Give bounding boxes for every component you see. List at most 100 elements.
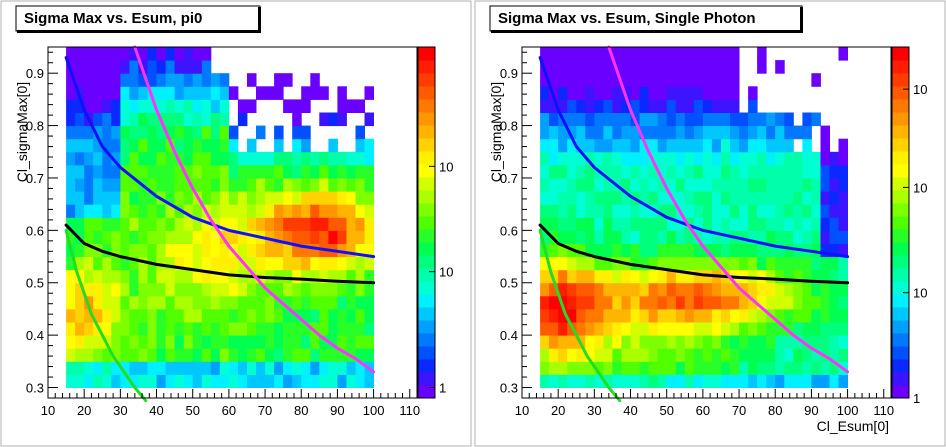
heatmap-cell — [621, 230, 631, 244]
heatmap-cell — [210, 322, 221, 336]
heatmap-cell — [283, 217, 293, 231]
heatmap-cell — [540, 335, 550, 349]
heatmap-cell — [784, 230, 794, 244]
heatmap-cell — [838, 335, 848, 349]
heatmap-cell — [111, 151, 121, 166]
heatmap-cell — [576, 269, 586, 284]
heatmap-cell — [129, 125, 139, 140]
heatmap-cell — [648, 374, 659, 388]
heatmap-cell — [684, 243, 695, 258]
heatmap-cell — [739, 217, 749, 231]
heatmap-cell — [585, 178, 595, 192]
heatmap-cell — [775, 282, 785, 297]
heatmap-cell — [739, 348, 749, 362]
heatmap-cell — [702, 361, 713, 375]
heatmap-cell — [621, 282, 631, 297]
heatmap-cell — [558, 230, 568, 244]
heatmap-cell — [730, 86, 740, 100]
heatmap-cell — [210, 178, 221, 192]
heatmap-cell — [292, 374, 302, 388]
palette-swatch — [418, 255, 435, 269]
heatmap-cell — [630, 230, 640, 244]
heatmap-cell — [802, 125, 812, 140]
heatmap-cell — [558, 99, 568, 113]
heatmap-cell — [558, 361, 568, 375]
heatmap-cell — [201, 47, 212, 61]
heatmap-cell — [156, 73, 166, 87]
heatmap-cell — [337, 282, 347, 297]
heatmap-cell — [75, 374, 85, 388]
palette-swatch — [892, 99, 909, 113]
heatmap-cell — [210, 99, 221, 113]
heatmap-cell — [621, 308, 631, 323]
heatmap-cell — [310, 256, 320, 271]
fit-curves — [538, 45, 850, 403]
heatmap-cell — [558, 125, 568, 140]
heatmap-cell — [630, 204, 640, 218]
palette-swatch — [892, 359, 909, 373]
heatmap-cell — [739, 230, 749, 244]
heatmap-cell — [192, 282, 203, 297]
heatmap-cell — [630, 282, 640, 297]
heatmap-cell — [639, 60, 650, 74]
heatmap-cell — [648, 295, 659, 310]
heatmap-cell — [558, 73, 568, 87]
heatmap-cell — [183, 282, 194, 297]
heatmap-cell — [838, 178, 848, 192]
heatmap-cell — [721, 47, 731, 61]
heatmap-cell — [120, 308, 130, 323]
heatmap-cell — [75, 125, 85, 140]
heatmap-cell — [802, 178, 812, 192]
heatmap-cell — [301, 191, 311, 205]
heatmap-cell — [355, 243, 365, 258]
heatmap-cell — [558, 217, 568, 231]
heatmap-cell — [612, 86, 622, 100]
heatmap-cell — [66, 335, 76, 349]
heatmap-cell — [228, 86, 239, 100]
heatmap-cell — [775, 335, 785, 349]
heatmap-cell — [147, 335, 157, 349]
heatmap-cell — [730, 282, 740, 297]
heatmap-cell — [802, 269, 812, 284]
heatmap-cell — [93, 151, 103, 166]
heatmap-cell — [156, 86, 166, 100]
heatmap-cell — [657, 322, 668, 336]
heatmap-cell — [328, 204, 338, 218]
heatmap-cell — [639, 308, 650, 323]
heatmap-cell — [346, 151, 356, 166]
heatmap-cell — [739, 335, 749, 349]
fit-curve-blue — [538, 56, 850, 259]
palette-swatch — [418, 177, 435, 191]
heatmap-cell — [147, 60, 157, 74]
palette-swatch — [418, 60, 435, 74]
heatmap-cell — [567, 269, 577, 284]
heatmap-cell — [585, 230, 595, 244]
title-box: Sigma Max vs. Esum, Single Photon — [489, 5, 803, 33]
heatmap-cell — [693, 112, 704, 127]
heatmap-cell — [675, 308, 686, 323]
heatmap-cell — [355, 217, 365, 231]
heatmap-cell — [757, 151, 767, 166]
heatmap-cell — [274, 125, 284, 140]
heatmap-cell — [165, 151, 176, 166]
heatmap-cell — [274, 335, 284, 349]
heatmap-cell — [603, 164, 613, 179]
heatmap-cell — [66, 361, 76, 375]
heatmap-cell — [301, 230, 311, 244]
heatmap-cell — [567, 47, 577, 61]
heatmap-cell — [757, 217, 767, 231]
heatmap-cell — [702, 99, 713, 113]
heatmap-cell — [594, 47, 604, 61]
heatmap-cell — [684, 178, 695, 192]
plot-frame — [521, 46, 892, 399]
heatmap-cell — [138, 112, 148, 127]
heatmap-cell — [693, 204, 704, 218]
heatmap-cell — [355, 125, 365, 140]
heatmap-cell — [364, 164, 374, 179]
heatmap-cell — [102, 204, 112, 218]
heatmap-cell — [666, 60, 677, 74]
heatmap-cell — [183, 60, 194, 74]
heatmap-cell — [192, 125, 203, 140]
heatmap-cell — [228, 295, 239, 310]
heatmap-cell — [811, 256, 821, 271]
